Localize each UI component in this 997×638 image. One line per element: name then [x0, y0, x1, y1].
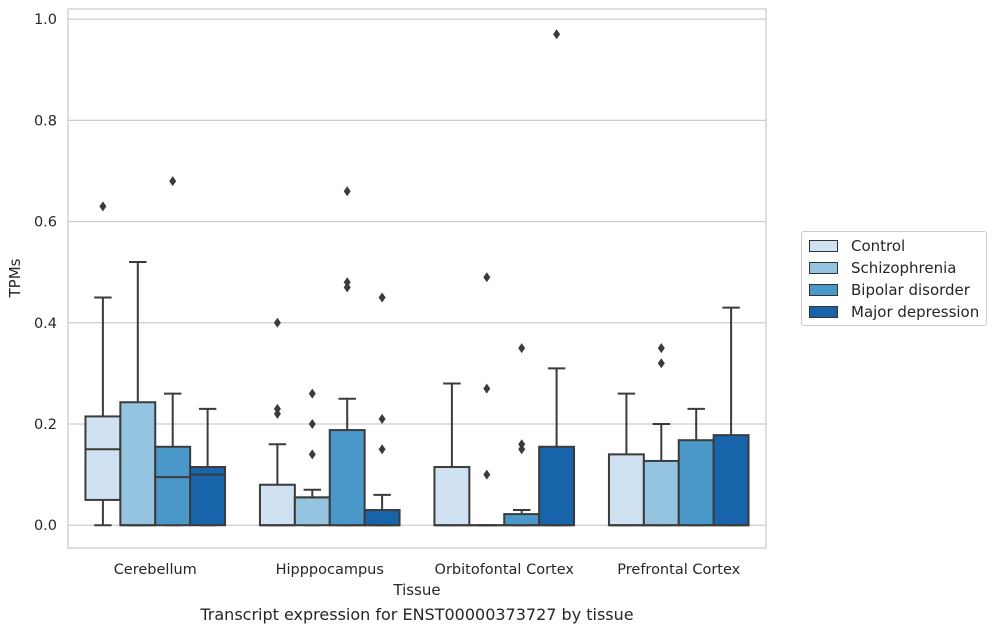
box-iqr [190, 467, 225, 525]
legend-label-major-depression: Major depression [851, 303, 979, 321]
legend-item-schizophrenia: Schizophrenia [809, 259, 956, 277]
box-group [539, 29, 574, 525]
box-group [190, 409, 225, 525]
legend-swatch-bipolar-disorder [809, 284, 838, 296]
x-tick-label: Hipppocampus [276, 562, 384, 578]
y-tick-label: 0.6 [34, 215, 57, 231]
outlier-point [99, 201, 106, 211]
box-iqr [609, 454, 644, 525]
box-group [295, 389, 330, 526]
box-group [469, 272, 504, 525]
outlier-point [518, 343, 525, 353]
y-tick-label: 1.0 [34, 12, 57, 28]
outlier-point [379, 444, 386, 454]
legend-item-control: Control [809, 237, 905, 255]
legend-item-bipolar-disorder: Bipolar disorder [809, 281, 970, 299]
box-group [155, 176, 190, 525]
box-iqr [85, 416, 120, 500]
legend: Control Schizophrenia Bipolar disorder M… [801, 231, 987, 326]
outlier-point [483, 272, 490, 282]
legend-label-schizophrenia: Schizophrenia [851, 259, 956, 277]
legend-label-bipolar-disorder: Bipolar disorder [851, 281, 970, 299]
box-group [85, 201, 120, 525]
box-iqr [539, 447, 574, 525]
y-tick-labels: 0.0 0.2 0.4 0.6 0.8 1.0 [34, 12, 57, 534]
box-iqr [434, 467, 469, 525]
box-iqr [504, 514, 539, 525]
box-group [120, 262, 155, 525]
outlier-point [274, 404, 281, 414]
box-iqr [295, 497, 330, 525]
outlier-point [379, 292, 386, 302]
outlier-point [518, 439, 525, 449]
outlier-point [483, 384, 490, 394]
legend-swatch-schizophrenia [809, 262, 838, 274]
y-tick-label: 0.4 [34, 316, 57, 332]
legend-label-control: Control [851, 237, 905, 255]
chart-caption: Transcript expression for ENST0000037372… [0, 605, 834, 624]
box-iqr [260, 485, 295, 525]
box-iqr [714, 435, 749, 525]
legend-swatch-control [809, 240, 838, 252]
box-iqr [120, 402, 155, 525]
outlier-point [309, 419, 316, 429]
outlier-point [379, 414, 386, 424]
outlier-point [309, 389, 316, 399]
outlier-point [309, 449, 316, 459]
legend-swatch-major-depression [809, 306, 838, 318]
outlier-point [483, 470, 490, 480]
box-iqr [679, 440, 714, 525]
box-group [330, 186, 365, 525]
x-tick-label: Prefrontal Cortex [617, 562, 740, 578]
outlier-point [344, 186, 351, 196]
box-group [260, 318, 295, 525]
x-tick-label: Orbitofontal Cortex [435, 562, 575, 578]
box-group [434, 384, 469, 526]
outlier-point [274, 318, 281, 328]
box-group [679, 409, 714, 525]
box-layer [85, 29, 748, 525]
x-axis-label: Tissue [392, 581, 440, 599]
box-group [644, 343, 679, 525]
y-axis-label: TPMs [6, 258, 24, 298]
outlier-point [344, 277, 351, 287]
outlier-point [169, 176, 176, 186]
x-tick-label: Cerebellum [114, 562, 197, 578]
box-group [504, 343, 539, 525]
y-tick-label: 0.2 [34, 417, 57, 433]
box-group [714, 308, 749, 526]
x-tick-labels: Cerebellum Hipppocampus Orbitofontal Corte… [114, 562, 741, 578]
box-iqr [365, 510, 400, 525]
box-iqr [330, 430, 365, 525]
legend-item-major-depression: Major depression [809, 303, 979, 321]
box-iqr [155, 447, 190, 525]
y-tick-label: 0.8 [34, 113, 57, 129]
box-iqr [644, 461, 679, 525]
box-group [365, 292, 400, 525]
outlier-point [553, 29, 560, 39]
outlier-point [658, 358, 665, 368]
y-tick-label: 0.0 [34, 518, 57, 534]
outlier-point [658, 343, 665, 353]
box-group [609, 394, 644, 526]
